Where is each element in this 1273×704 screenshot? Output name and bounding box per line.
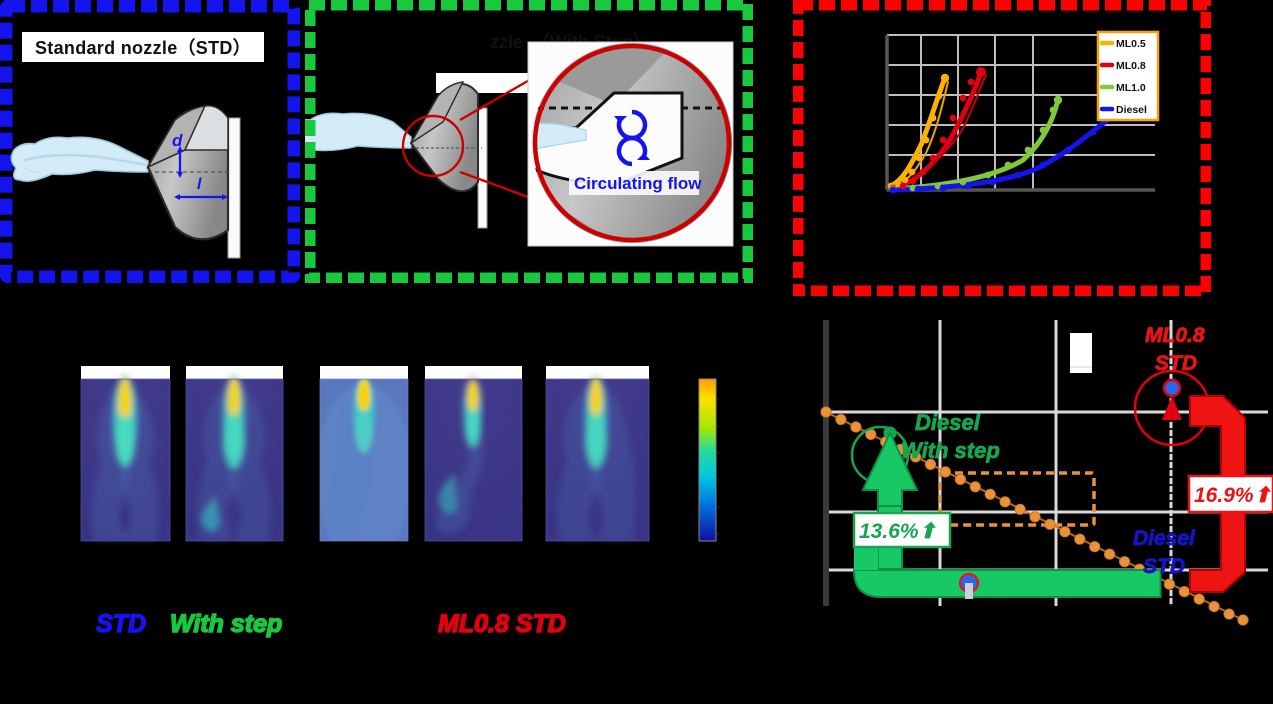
svg-text:ML0.8 STD: ML0.8 STD	[438, 610, 566, 638]
svg-text:ML1.0: ML1.0	[1116, 82, 1146, 94]
svg-text:With step: With step	[170, 610, 282, 638]
svg-text:Diesel: Diesel	[915, 410, 981, 435]
svg-text:STD: STD	[1155, 352, 1197, 375]
svg-text:STD: STD	[1143, 555, 1185, 578]
svg-text:STD: STD	[96, 610, 146, 638]
svg-text:With step: With step	[901, 438, 1000, 463]
svg-text:Diesel: Diesel	[1116, 104, 1147, 116]
svg-text:ML0.5: ML0.5	[1116, 38, 1146, 50]
svg-text:ML0.8: ML0.8	[1116, 60, 1146, 72]
svg-text:ML0.8: ML0.8	[1145, 324, 1205, 347]
svg-text:16.9%⬆: 16.9%⬆	[1194, 484, 1272, 507]
svg-text:13.6%⬆: 13.6%⬆	[859, 520, 937, 543]
svg-text:Diesel: Diesel	[1133, 527, 1196, 550]
